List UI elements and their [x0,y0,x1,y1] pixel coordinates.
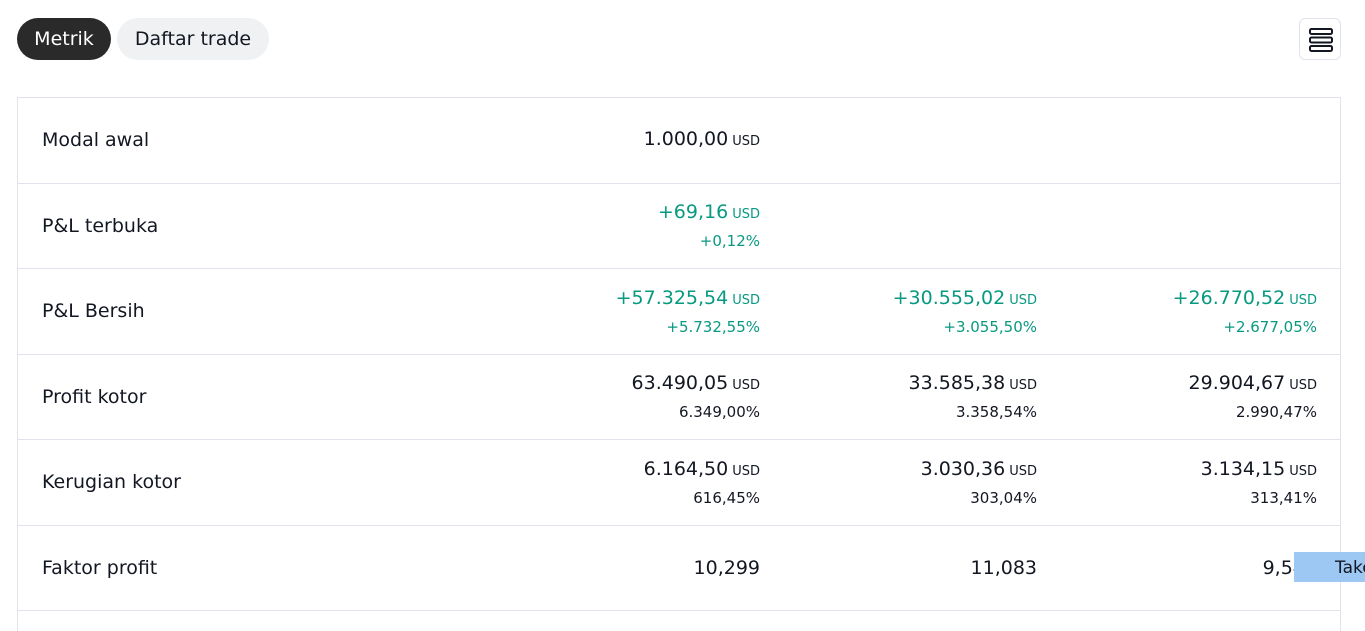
percent-value: 2.990,47% [1235,403,1317,422]
value: 10,299 [693,556,760,579]
tooltip: Take [1294,552,1365,582]
value: 33.585,38 [908,372,1006,395]
cell-all: 1.000,00 USD [500,98,760,183]
currency-label: USD [1289,292,1317,308]
value: 1.000,00 [643,127,729,150]
tab-daftar-trade[interactable]: Daftar trade [117,18,269,60]
table-row: Modal awal 1.000,00 USD [18,98,1340,184]
currency-label: USD [732,292,760,308]
currency-label: USD [732,207,760,223]
cell-all: 6.164,50 USD 616,45% [500,440,760,525]
row-label: P&L Bersih [42,300,145,323]
currency-label: USD [1009,463,1037,479]
percent-value: +5.732,55% [666,317,760,336]
cell-short: 3.134,15 USD 313,41% [1057,440,1317,525]
percent-value: 313,41% [1250,488,1317,507]
cell-all: +57.325,54 USD +5.732,55% [500,269,760,354]
value: +57.325,54 [615,286,729,309]
percent-value: +2.677,05% [1223,317,1317,336]
cell-all: 10,299 [500,526,760,611]
value: 6.164,50 [643,457,729,480]
menu-icon [1309,28,1333,52]
metrics-table: Modal awal 1.000,00 USD P&L terbuka +69,1… [17,97,1341,631]
percent-value: 3.358,54% [955,403,1037,422]
cell-long: 33.585,38 USD 3.358,54% [777,355,1037,440]
table-row: Profit kotor 63.490,05 USD 6.349,00% 33.5… [18,355,1340,440]
cell-short: 9,542 [1057,526,1317,611]
cell-long: +30.555,02 USD +3.055,50% [777,269,1037,354]
percent-value: 6.349,00% [678,403,760,422]
value: 29.904,67 [1188,372,1286,395]
value: +69,16 [657,201,729,224]
currency-label: USD [1009,292,1037,308]
cell-long: 11,083 [777,526,1037,611]
table-row: P&L terbuka +69,16 USD +0,12% [18,184,1340,269]
value: 3.030,36 [920,457,1006,480]
table-row: Kerugian kotor 6.164,50 USD 616,45% 3.030… [18,440,1340,526]
cell-short: 29.904,67 USD 2.990,47% [1057,355,1317,440]
top-bar: Metrik Daftar trade [0,0,1365,80]
currency-label: USD [1289,463,1317,479]
currency-label: USD [732,378,760,394]
row-label: Modal awal [42,129,150,152]
percent-value: +0,12% [699,232,760,251]
value: +30.555,02 [892,286,1006,309]
tab-metrik[interactable]: Metrik [17,18,111,60]
table-row: Faktor profit 10,299 11,083 9,542 [18,526,1340,611]
currency-label: USD [732,133,760,149]
currency-label: USD [732,463,760,479]
percent-value: 616,45% [693,488,760,507]
menu-button[interactable] [1299,18,1341,60]
percent-value: 303,04% [970,488,1037,507]
cell-short: +26.770,52 USD +2.677,05% [1057,269,1317,354]
value: 63.490,05 [631,372,729,395]
row-label: P&L terbuka [42,214,159,237]
value: +26.770,52 [1172,286,1286,309]
cell-long: 3.030,36 USD 303,04% [777,440,1037,525]
table-row: P&L Bersih +57.325,54 USD +5.732,55% +30.… [18,269,1340,355]
row-label: Kerugian kotor [42,471,181,494]
value: 3.134,15 [1200,457,1286,480]
row-label: Faktor profit [42,556,158,579]
cell-all: +69,16 USD +0,12% [500,184,760,269]
value: 11,083 [970,556,1037,579]
currency-label: USD [1009,378,1037,394]
table-row-partial [18,611,1340,631]
currency-label: USD [1289,378,1317,394]
percent-value: +3.055,50% [943,317,1037,336]
row-label: Profit kotor [42,385,147,408]
cell-all: 63.490,05 USD 6.349,00% [500,355,760,440]
